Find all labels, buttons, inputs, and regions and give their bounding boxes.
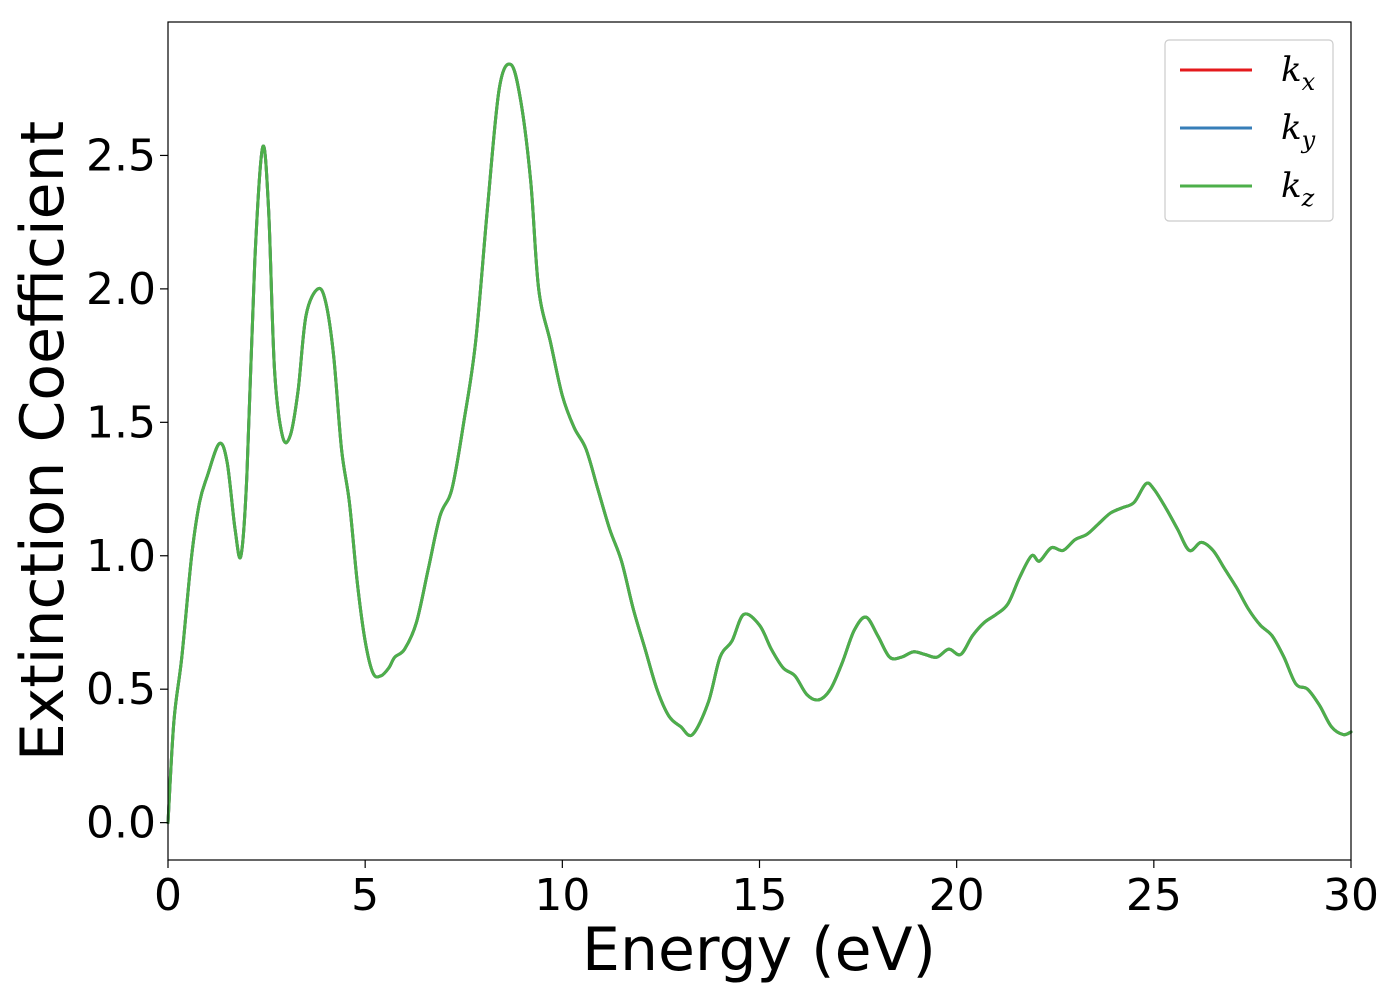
legend: kx ky kz [1164,39,1334,222]
y-tick-label: 0.5 [86,664,156,715]
legend-box [1164,39,1334,222]
legend-label-kx: kx [1281,50,1316,96]
plot-area [168,22,1351,860]
x-tick-label: 0 [154,870,182,921]
y-tick-label: 2.0 [86,264,156,315]
y-tick-label: 1.0 [86,531,156,582]
y-tick-label: 2.5 [86,130,156,181]
y-axis-title: Extinction Coefficient [8,121,78,761]
x-tick-label: 5 [351,870,379,921]
legend-label-ky: ky [1281,108,1316,154]
y-axis: 0.0 0.5 1.0 1.5 2.0 2.5 [86,130,168,849]
series-layer [166,62,1353,825]
x-axis-title: Energy (eV) [582,915,936,985]
legend-label-kz: kz [1281,166,1315,212]
x-tick-label: 10 [534,870,590,921]
series-line-kz [166,62,1353,825]
y-tick-label: 0.0 [86,798,156,849]
x-tick-label: 30 [1323,870,1379,921]
x-tick-label: 25 [1126,870,1182,921]
x-axis: 0 5 10 15 20 25 30 [154,860,1379,921]
x-tick-label: 15 [732,870,788,921]
y-tick-label: 1.5 [86,397,156,448]
x-tick-label: 20 [929,870,985,921]
